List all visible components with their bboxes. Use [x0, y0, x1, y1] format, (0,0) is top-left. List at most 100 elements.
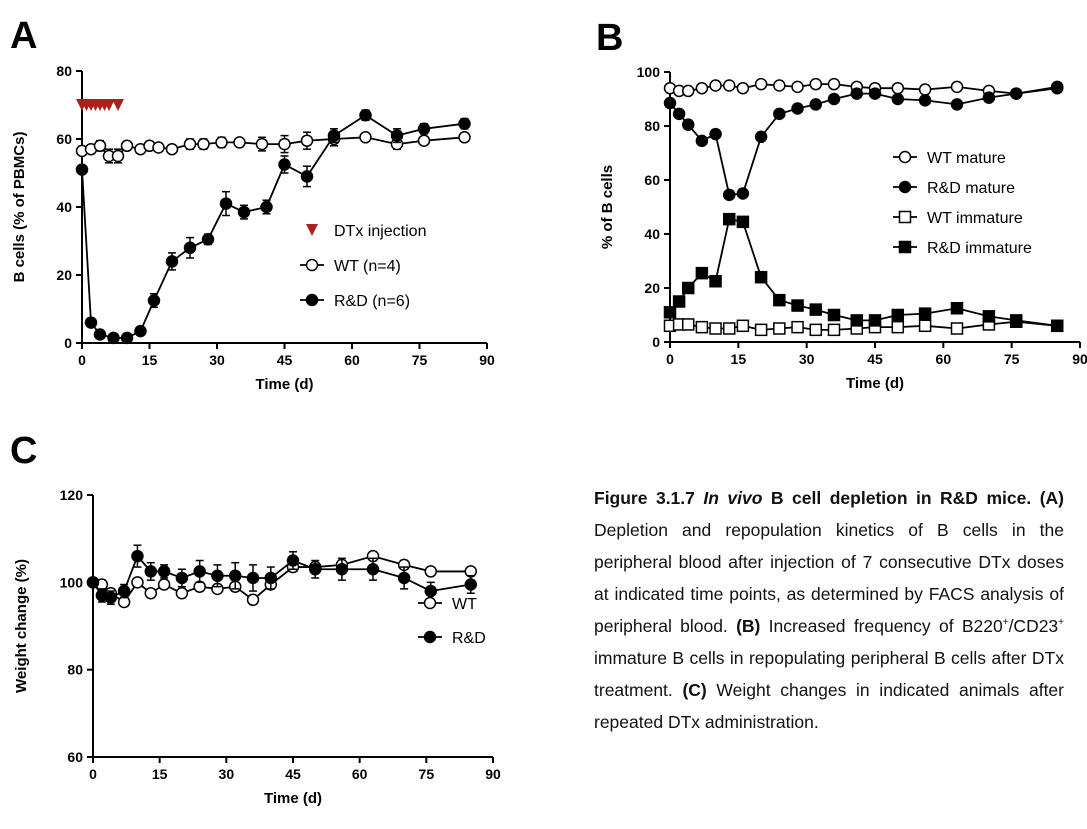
y-tick-label: 80: [644, 118, 660, 134]
data-point: [773, 79, 786, 92]
data-point: [359, 131, 372, 144]
data-point: [278, 137, 291, 151]
data-point: [868, 87, 882, 100]
data-point: [891, 320, 905, 334]
x-tick-label: 60: [344, 352, 360, 368]
x-axis-label: Time (d): [846, 375, 904, 392]
y-axis-label: % of B cells: [599, 165, 616, 249]
data-point: [147, 294, 161, 307]
caption-title-prefix: Figure 3.1.7: [594, 488, 704, 508]
legend-symbol: [423, 630, 437, 644]
legend-symbol: [898, 150, 912, 164]
data-point: [791, 320, 804, 334]
series-b-1: [663, 80, 1064, 202]
data-point: [918, 94, 932, 107]
data-point: [918, 307, 932, 320]
series-line: [669, 218, 1058, 327]
x-tick-label: 45: [285, 766, 301, 782]
legend-label: R&D immature: [927, 240, 1032, 257]
data-point: [107, 331, 120, 345]
panel-letter-c: C: [10, 430, 37, 472]
x-tick-label: 0: [78, 352, 86, 368]
series-line: [669, 85, 1058, 196]
data-point: [246, 593, 260, 607]
series-b-0: [663, 77, 1064, 100]
data-point: [709, 322, 722, 335]
legend-symbol: [305, 293, 319, 307]
data-point: [681, 118, 695, 131]
data-point: [695, 320, 709, 334]
data-point: [278, 158, 291, 171]
data-point: [736, 187, 750, 200]
data-point: [918, 83, 932, 96]
y-tick-label: 20: [644, 280, 660, 296]
y-tick-label: 80: [56, 63, 72, 79]
x-tick-label: 60: [936, 351, 952, 367]
data-point: [152, 141, 165, 154]
caption-part-c-label: (C): [682, 680, 707, 700]
data-point: [827, 323, 841, 337]
data-point: [663, 306, 677, 319]
caption-part-b-label: (B): [736, 616, 761, 636]
y-tick-label: 120: [60, 487, 84, 503]
data-point: [891, 81, 905, 95]
data-point: [663, 96, 677, 110]
legend-symbol: [898, 240, 912, 254]
data-point: [773, 107, 786, 121]
data-point: [850, 87, 864, 100]
data-point: [131, 576, 144, 589]
data-point: [891, 308, 905, 322]
data-point: [300, 170, 314, 183]
data-point: [695, 81, 709, 95]
data-point: [1009, 314, 1023, 327]
data-point: [424, 584, 438, 598]
x-tick-label: 15: [731, 351, 747, 367]
data-point: [286, 554, 300, 567]
x-tick-label: 0: [666, 351, 674, 367]
y-tick-label: 60: [644, 172, 660, 188]
caption-title-italic: In vivo: [703, 488, 763, 508]
caption-part-b-text-3: immature B cells in repopulating periphe…: [594, 648, 1064, 700]
data-point: [131, 549, 144, 563]
data-point: [93, 139, 107, 153]
data-point: [809, 303, 823, 316]
data-point: [175, 587, 189, 600]
data-point: [709, 275, 722, 288]
data-point: [809, 98, 823, 111]
x-tick-label: 90: [1072, 351, 1087, 367]
data-point: [233, 136, 246, 149]
data-point: [193, 565, 206, 578]
data-point: [255, 137, 269, 151]
data-point: [111, 149, 125, 163]
data-point: [722, 188, 736, 202]
data-point: [773, 322, 786, 335]
data-point: [827, 77, 841, 91]
legend-symbol: [898, 210, 912, 224]
data-point: [754, 323, 768, 337]
series-a-1: [75, 108, 471, 345]
data-point: [722, 322, 736, 335]
data-point: [117, 584, 131, 598]
legend-symbol: [305, 258, 319, 272]
x-tick-label: 60: [352, 766, 368, 782]
x-tick-label: 30: [209, 352, 225, 368]
data-point: [458, 131, 471, 144]
legend-symbol: [898, 180, 912, 194]
data-point: [215, 136, 228, 149]
x-tick-label: 45: [277, 352, 293, 368]
legend-label: R&D: [452, 630, 486, 647]
y-tick-label: 100: [637, 64, 661, 80]
data-point: [791, 299, 804, 312]
data-point: [791, 80, 804, 94]
caption-part-a-label: (A): [1039, 488, 1064, 508]
data-point: [982, 310, 996, 323]
dtx-injection-marker: [103, 99, 115, 111]
data-point: [754, 270, 768, 284]
x-tick-label: 45: [867, 351, 883, 367]
data-point: [695, 266, 709, 280]
data-point: [681, 84, 695, 98]
data-point: [165, 142, 179, 156]
data-point: [464, 578, 478, 591]
data-point: [211, 569, 224, 583]
legend-label: WT (n=4): [334, 258, 401, 275]
